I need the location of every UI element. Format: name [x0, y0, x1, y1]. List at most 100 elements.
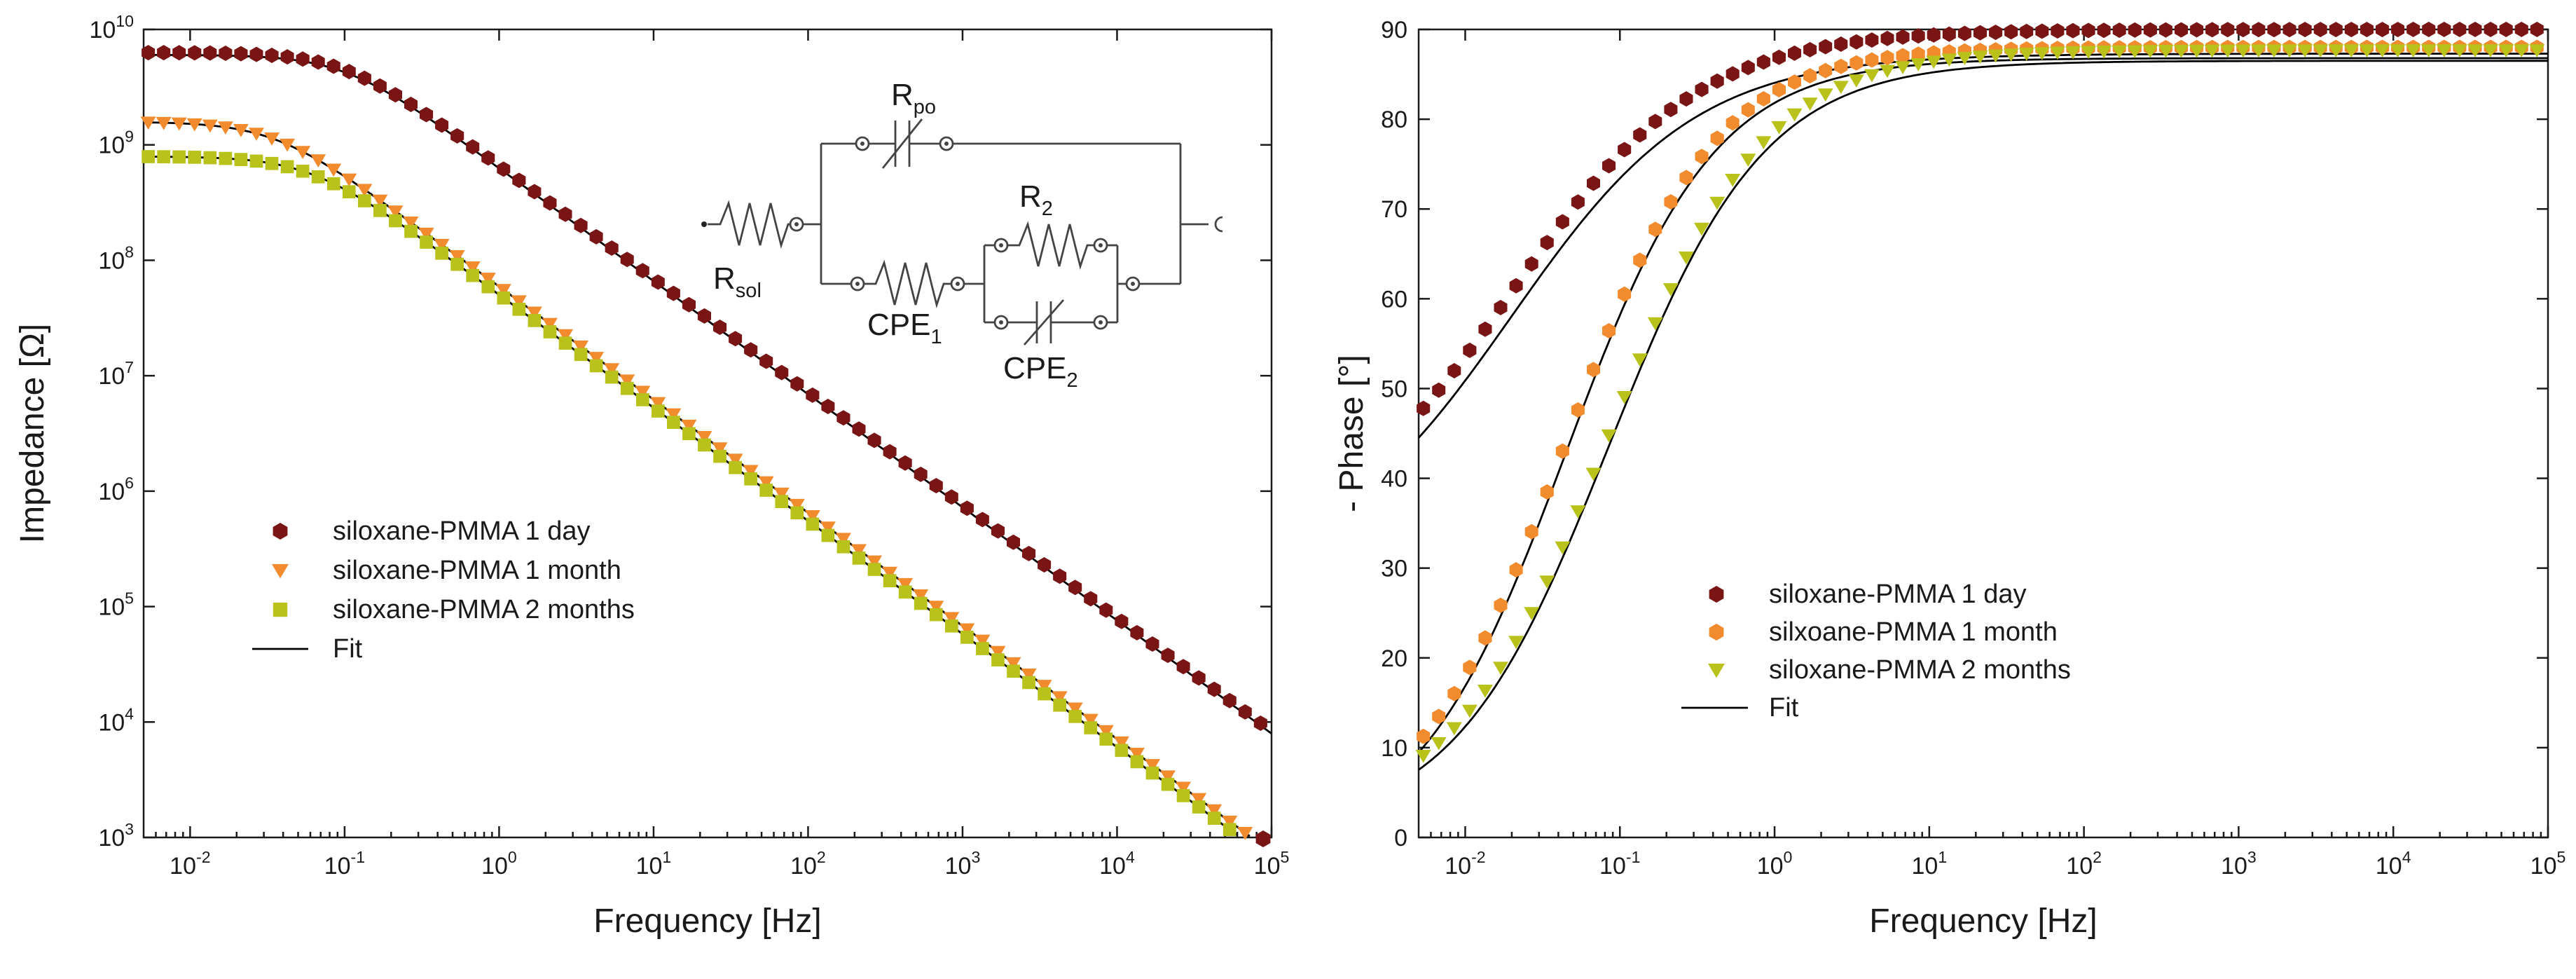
y-axis-label: Impedance [Ω] [14, 324, 51, 543]
data-point [573, 340, 589, 354]
data-point [991, 523, 1005, 539]
data-point [1007, 664, 1020, 678]
data-point [2020, 23, 2034, 39]
data-point [620, 381, 634, 395]
data-point [883, 444, 897, 460]
data-point [1662, 283, 1679, 296]
data-point [635, 263, 649, 279]
data-point [280, 160, 294, 174]
data-point [852, 421, 866, 437]
fit-line [1417, 57, 2548, 753]
x-tick-label: 10-2 [1445, 848, 1485, 879]
data-point [867, 432, 881, 449]
data-point [1850, 34, 1864, 50]
data-point [296, 164, 310, 178]
data-point [2499, 22, 2513, 37]
data-point [1463, 659, 1477, 676]
data-point [249, 154, 263, 168]
data-point [975, 512, 989, 528]
output-terminal [1214, 216, 1223, 233]
data-point [310, 154, 326, 167]
legend-marker [1709, 586, 1724, 603]
data-point [2221, 22, 2235, 38]
data-point [1879, 64, 1895, 78]
data-point [1461, 704, 1478, 718]
data-point [2004, 24, 2018, 40]
x-tick-label: 100 [481, 848, 517, 879]
data-point [1957, 52, 1973, 65]
r-sol-label-main: R [713, 261, 736, 296]
plot-frame [142, 28, 1273, 839]
data-point [249, 46, 263, 62]
y-tick-label: 70 [1381, 196, 1407, 223]
legend-label: siloxane-PMMA 1 day [1769, 580, 2027, 609]
data-point [759, 484, 773, 497]
data-point [574, 348, 588, 362]
data-point [729, 331, 743, 347]
x-tick-label-exp: -1 [1626, 848, 1641, 866]
data-point [836, 540, 850, 554]
data-point [913, 589, 929, 603]
data-point [2374, 44, 2390, 57]
data-point [1192, 800, 1206, 814]
data-point [404, 97, 418, 112]
data-point [1160, 770, 1176, 784]
data-point [450, 257, 464, 271]
data-point [1084, 591, 1098, 607]
data-point [203, 45, 217, 61]
data-point [341, 173, 357, 187]
data-point [295, 146, 311, 159]
x-tick-label-exp: 0 [508, 848, 517, 866]
data-point [1788, 45, 1801, 61]
data-point [635, 385, 651, 399]
data-point [202, 119, 218, 133]
data-point [1585, 467, 1602, 481]
data-point [775, 495, 789, 508]
data-point [713, 449, 726, 463]
data-point [1508, 636, 1524, 650]
data-point [481, 150, 495, 166]
x-tick-label: 104 [2376, 848, 2411, 879]
data-point [2282, 44, 2298, 58]
cpe-arrow [881, 118, 923, 169]
data-point [1053, 568, 1067, 584]
data-point [1145, 766, 1159, 780]
data-point [1973, 25, 1987, 41]
data-point [1694, 222, 1710, 236]
data-point [1633, 252, 1647, 268]
data-point [142, 45, 156, 61]
data-point [203, 151, 217, 165]
data-point [1618, 142, 1632, 158]
y-tick-label: 106 [98, 474, 134, 505]
legend-label: Fit [333, 634, 363, 664]
data-point [697, 308, 711, 324]
y-tick-label: 50 [1381, 376, 1407, 402]
y-tick-label-base: 10 [89, 17, 116, 43]
y-tick-label: 40 [1381, 466, 1407, 493]
data-point [2405, 44, 2421, 57]
data-point [1895, 61, 1911, 74]
data-point [2359, 44, 2375, 57]
y-tick-label: 0 [1394, 825, 1407, 851]
x-tick-label-base: 10 [2376, 853, 2402, 879]
data-point [558, 336, 572, 350]
legend-marker [1708, 664, 1725, 678]
data-point [1571, 402, 1585, 418]
data-point [1192, 670, 1206, 686]
data-point [1446, 722, 1462, 736]
x-tick-label-base: 10 [1911, 853, 1938, 879]
data-point [1509, 562, 1523, 578]
data-point [357, 194, 371, 207]
data-point [651, 404, 665, 418]
x-tick-label-base: 10 [324, 853, 351, 879]
data-point [2267, 22, 2281, 38]
node-dot [999, 320, 1003, 324]
data-point [2467, 44, 2484, 57]
data-point [1038, 557, 1052, 573]
data-point [1524, 607, 1540, 620]
x-tick-label-base: 10 [945, 853, 972, 879]
data-point [1432, 708, 1446, 725]
data-point [373, 78, 387, 94]
data-point [1067, 702, 1083, 716]
data-point [1052, 691, 1068, 705]
